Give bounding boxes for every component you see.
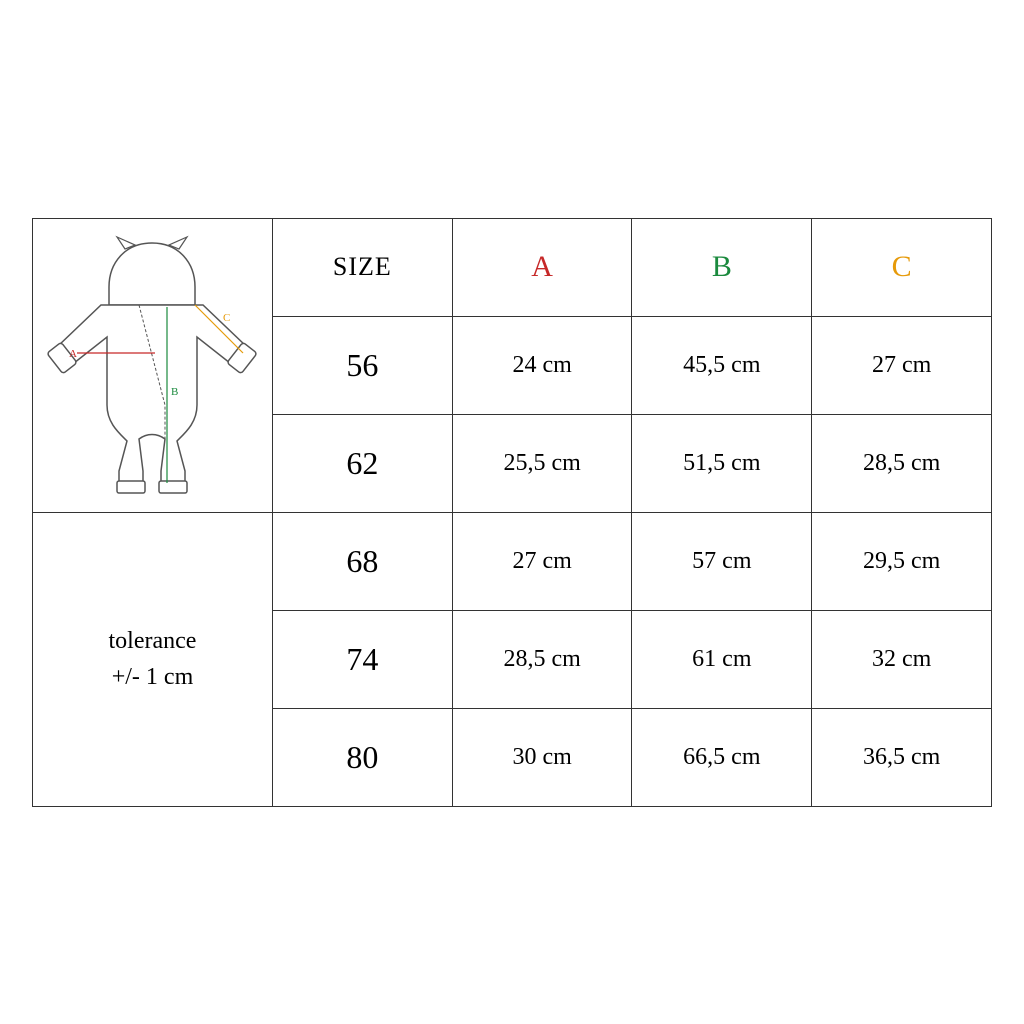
meas-b: 66,5 cm — [632, 708, 812, 806]
tolerance-cell: tolerance +/- 1 cm — [33, 512, 273, 806]
header-b: B — [632, 218, 812, 316]
tolerance-line1: tolerance — [33, 623, 272, 659]
meas-b: 45,5 cm — [632, 316, 812, 414]
header-a: A — [452, 218, 632, 316]
garment-diagram: A B C — [47, 235, 257, 495]
header-c: C — [812, 218, 992, 316]
diagram-label-a: A — [69, 348, 77, 360]
meas-b: 57 cm — [632, 512, 812, 610]
header-row: A B C SIZE A B C — [33, 218, 992, 316]
size-value: 74 — [272, 610, 452, 708]
meas-c: 36,5 cm — [812, 708, 992, 806]
table-row: tolerance +/- 1 cm 68 27 cm 57 cm 29,5 c… — [33, 512, 992, 610]
size-value: 62 — [272, 414, 452, 512]
meas-a: 30 cm — [452, 708, 632, 806]
size-value: 68 — [272, 512, 452, 610]
meas-a: 27 cm — [452, 512, 632, 610]
meas-a: 28,5 cm — [452, 610, 632, 708]
meas-c: 28,5 cm — [812, 414, 992, 512]
meas-c: 29,5 cm — [812, 512, 992, 610]
size-chart-table: A B C SIZE A B C 56 24 cm 45,5 cm 27 cm … — [32, 218, 992, 807]
meas-b: 61 cm — [632, 610, 812, 708]
header-size: SIZE — [272, 218, 452, 316]
tolerance-line2: +/- 1 cm — [33, 659, 272, 695]
meas-c: 32 cm — [812, 610, 992, 708]
diagram-label-b: B — [171, 386, 178, 398]
meas-b: 51,5 cm — [632, 414, 812, 512]
size-value: 80 — [272, 708, 452, 806]
size-value: 56 — [272, 316, 452, 414]
diagram-cell: A B C — [33, 218, 273, 512]
diagram-label-c: C — [223, 312, 230, 324]
meas-c: 27 cm — [812, 316, 992, 414]
meas-a: 25,5 cm — [452, 414, 632, 512]
meas-a: 24 cm — [452, 316, 632, 414]
